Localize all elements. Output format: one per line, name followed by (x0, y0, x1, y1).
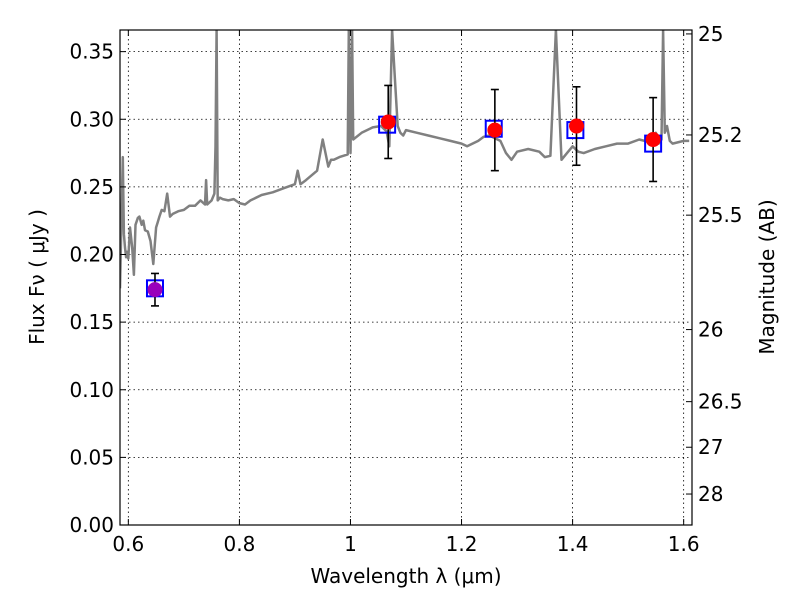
x-tick-label: 1.4 (557, 532, 589, 556)
y-tick-label: 0.35 (69, 40, 114, 64)
observed-flux-point (380, 114, 396, 130)
y2-tick-label: 25 (698, 22, 723, 46)
x-tick-label: 0.6 (112, 532, 144, 556)
x-tick-label: 1 (344, 532, 357, 556)
y2-tick-label: 25.5 (698, 203, 743, 227)
y2-axis-label: Magnitude (AB) (755, 199, 779, 354)
sed-spectrum-line (120, 30, 690, 289)
plot-frame (119, 29, 693, 526)
x-tick-label: 1.2 (446, 532, 478, 556)
plot-area (120, 30, 690, 289)
y-tick-label: 0.20 (69, 243, 114, 267)
y-tick-label: 0.25 (69, 175, 114, 199)
y2-tick-label: 28 (698, 482, 723, 506)
y-tick-label: 0.05 (69, 445, 114, 469)
x-tick-label: 1.6 (668, 532, 700, 556)
y-tick-label: 0.00 (69, 513, 114, 537)
tick-layer: 0.6 0.8 1 1.2 1.4 1.6 0.00 0.05 0.10 0.15 0.20 0.25… (69, 22, 742, 556)
y2-tick-label: 25.2 (698, 123, 743, 147)
observed-flux-point (568, 118, 584, 134)
y-axis-label: Flux Fν ( μJy ) (25, 209, 49, 345)
x-axis-label: Wavelength λ (μm) (310, 564, 501, 588)
observed-flux-point (487, 122, 503, 138)
y-tick-label: 0.15 (69, 310, 114, 334)
series-layer (120, 30, 690, 289)
observed-flux-point (645, 132, 661, 148)
y2-tick-label: 26.5 (698, 390, 743, 414)
y-tick-label: 0.30 (69, 107, 114, 131)
observed-flux-point (147, 282, 163, 298)
marker-layer (145, 84, 663, 307)
y2-tick-label: 26 (698, 318, 723, 342)
y-tick-label: 0.10 (69, 378, 114, 402)
x-tick-label: 0.8 (223, 532, 255, 556)
y2-tick-label: 27 (698, 435, 723, 459)
